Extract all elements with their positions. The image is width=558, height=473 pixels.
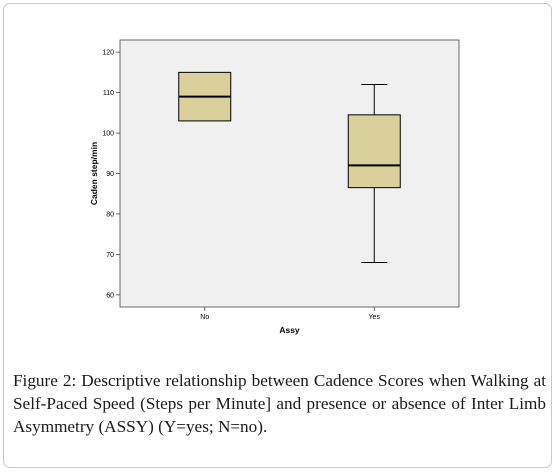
- box-yes: [347, 84, 401, 263]
- y-tick-label: 90: [106, 171, 114, 178]
- x-axis: No Yes: [200, 307, 380, 321]
- x-tick-label: No: [200, 314, 209, 321]
- plot-area: [119, 39, 460, 308]
- y-axis: 60 70 80 90 100 110 120: [102, 50, 120, 299]
- y-tick-label: 110: [103, 90, 114, 97]
- x-tick-label: Yes: [369, 314, 381, 321]
- caption-text: Descriptive relationship between Cadence…: [13, 371, 546, 436]
- box-iqr: [347, 114, 401, 189]
- y-tick-label: 70: [106, 252, 114, 259]
- y-axis-title: Caden step/min: [89, 142, 99, 205]
- y-tick-label: 100: [102, 131, 114, 138]
- caption-label: Figure 2:: [13, 371, 77, 390]
- y-tick-label: 60: [106, 292, 114, 299]
- y-tick-label: 120: [102, 50, 114, 57]
- boxplot-chart: 60 70 80 90 100 110 120 No Yes Caden step/min A…: [89, 39, 460, 335]
- y-tick-label: 80: [106, 211, 114, 218]
- boxes: [178, 71, 401, 263]
- figure-caption: Figure 2: Descriptive relationship betwe…: [13, 369, 546, 438]
- x-axis-title: Assy: [279, 325, 300, 335]
- box-no: [178, 71, 232, 122]
